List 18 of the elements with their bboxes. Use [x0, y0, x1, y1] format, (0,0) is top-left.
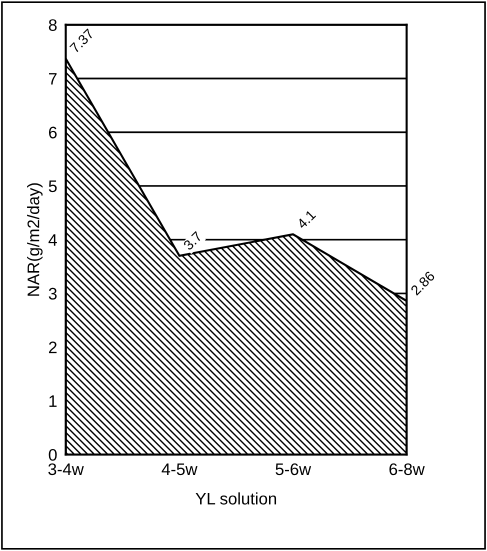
- y-tick-label: 2: [48, 342, 57, 354]
- x-tick-label: 6-8w: [389, 463, 425, 476]
- y-tick-label: 4: [48, 234, 57, 246]
- x-axis-title: YL solution: [196, 492, 276, 505]
- y-tick-label: 6: [48, 126, 57, 138]
- x-tick-label: 3-4w: [48, 463, 84, 476]
- x-tick-label: 4-5w: [162, 464, 198, 476]
- data-label: 4.1: [296, 210, 316, 230]
- y-tick-label: 3: [48, 288, 57, 300]
- data-label: 3.7: [182, 230, 203, 251]
- y-tick-label: 1: [49, 395, 57, 407]
- y-tick-label: 5: [48, 180, 57, 192]
- y-tick-label: 8: [48, 19, 57, 31]
- x-tick-label: 5-6w: [276, 463, 312, 476]
- data-label: 7.37: [69, 28, 94, 54]
- y-tick-label: 7: [49, 73, 57, 85]
- y-axis-title: NAR(g/m2/day): [27, 183, 43, 296]
- y-tick-label: 0: [48, 448, 57, 461]
